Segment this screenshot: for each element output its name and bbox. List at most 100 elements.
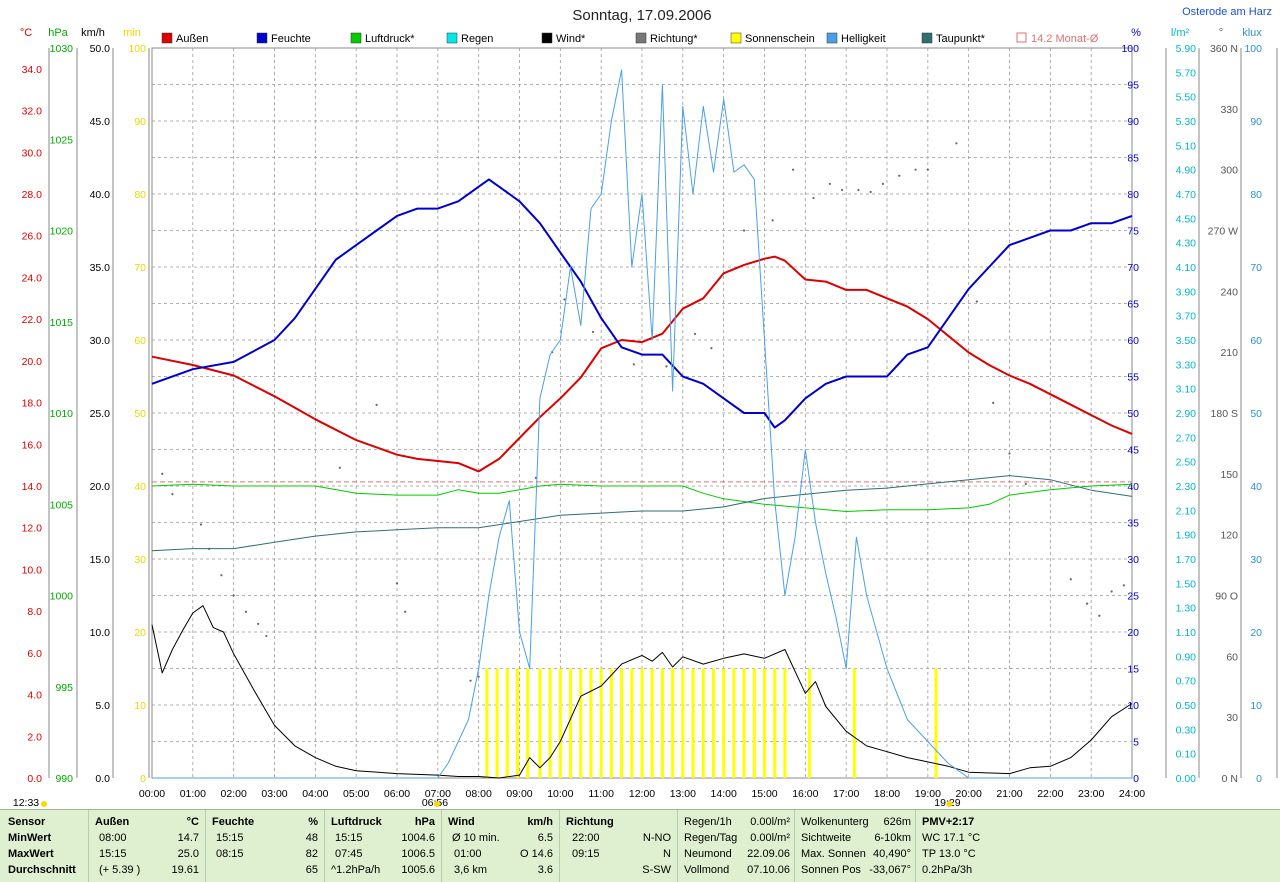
weather-chart: Sonntag, 17.09.2006 Osterode am Harz °C … <box>13 6 1278 809</box>
x-tick-label: 21:00 <box>996 788 1022 800</box>
series-line-feuchte <box>151 178 1133 429</box>
luftdruck-avg-note: ^1.2hPa/h <box>331 864 381 876</box>
axis-tick-label: 45.0 <box>90 116 111 128</box>
axis-tick-label: 40 <box>1127 481 1139 493</box>
direction-dot <box>1110 590 1113 593</box>
direction-dot <box>375 403 378 406</box>
stats-panel: Sensor MinWert MaxWert Durchschnitt Auße… <box>0 809 1280 882</box>
sunshine-bar <box>599 668 603 778</box>
sunshine-bar <box>852 668 856 778</box>
axis-tick-label: 1020 <box>50 226 74 238</box>
axis-tick-label: 20.0 <box>90 481 111 493</box>
axis-tick-label: 35 <box>1127 518 1139 530</box>
axis-tick-label: 5.70 <box>1176 67 1197 79</box>
direction-dot <box>232 594 235 597</box>
sunshine-bar <box>589 668 593 778</box>
legend-swatch <box>1016 32 1027 43</box>
axis-tick-label: 40 <box>1250 481 1262 493</box>
sun-markers: 12:3306:5619:29 <box>13 797 961 809</box>
axis-tick-label: 995 <box>55 682 73 694</box>
axis-tick-label: 0.70 <box>1176 676 1197 688</box>
series-line-luftdruck <box>151 483 1133 512</box>
axis-tick-label: 12.0 <box>22 523 43 535</box>
wind-r2-label: 01:00 <box>454 848 482 860</box>
direction-dot <box>563 298 566 301</box>
axis-tick-label: 0.0 <box>27 773 42 785</box>
x-tick-label: 22:00 <box>1037 788 1063 800</box>
aussen-avg-note: (+ 5.39 ) <box>99 864 141 876</box>
luftdruck-avg-val: 1005.6 <box>401 864 435 876</box>
x-tick-label: 05:00 <box>343 788 369 800</box>
aussen-max-val: 25.0 <box>177 848 199 860</box>
axis-tick-label: 0 <box>1256 773 1262 785</box>
sunshine-bar <box>558 668 562 778</box>
axis-tick-label: 30.0 <box>22 147 43 159</box>
wolken-r0-label: Wolkenunterg <box>801 816 869 828</box>
sunshine-bar <box>485 668 489 778</box>
luftdruck-unit: hPa <box>414 816 435 828</box>
luftdruck-max-time: 07:45 <box>335 848 363 860</box>
axis-tick-label: 5.30 <box>1176 116 1197 128</box>
axis-tick-label: 1010 <box>50 408 74 420</box>
series-layer <box>151 69 1133 779</box>
sunshine-bar <box>526 668 530 778</box>
axis-tick-label: 0.00 <box>1176 773 1197 785</box>
label-sensor: Sensor <box>8 816 46 828</box>
axis-tick-label: 16.0 <box>22 439 43 451</box>
richtung-r1-label: 22:00 <box>572 832 600 844</box>
sunshine-bar <box>660 668 664 778</box>
sunshine-bar <box>579 668 583 778</box>
axis-tick-label: 4.0 <box>27 690 42 702</box>
unit-direction: ° <box>1219 27 1223 39</box>
legend-swatch <box>635 32 647 44</box>
unit-wind: km/h <box>81 27 105 39</box>
axis-tick-label: 1005 <box>50 499 74 511</box>
direction-dot <box>992 401 995 404</box>
axis-tick-label: 2.10 <box>1176 505 1197 517</box>
direction-dot <box>1085 602 1089 605</box>
axis-tick-label: 5 <box>1133 737 1139 749</box>
axis-tick-label: 60 <box>1127 335 1139 347</box>
label-min: MinWert <box>8 832 52 844</box>
direction-dot <box>199 523 203 526</box>
axis-tick-label: 30.0 <box>90 335 111 347</box>
legend-swatch <box>256 32 268 44</box>
sunshine-bar <box>934 668 938 778</box>
axis-tick-label: 50 <box>134 408 146 420</box>
axis-tick-label: 210 <box>1220 347 1238 359</box>
x-tick-label: 04:00 <box>302 788 328 800</box>
richtung-head: Richtung <box>566 816 614 828</box>
direction-dot <box>591 330 595 333</box>
wolken-r3-label: Sonnen Pos <box>801 864 861 876</box>
axis-tick-label: 3.70 <box>1176 311 1197 323</box>
aussen-head: Außen <box>95 816 130 828</box>
direction-dot <box>710 347 713 350</box>
axis-tick-label: 6.0 <box>27 648 42 660</box>
legend-label: Außen <box>176 33 208 45</box>
unit-sun: min <box>123 27 141 39</box>
axis-tick-label: 3.30 <box>1176 359 1197 371</box>
axis-tick-label: 300 <box>1220 165 1238 177</box>
axis-tick-label: 4.30 <box>1176 238 1197 250</box>
regen-r2-val: 22.09.06 <box>747 848 790 860</box>
axis-tick-label: 5.0 <box>95 700 110 712</box>
direction-dot <box>693 332 697 336</box>
direction-dot <box>1069 578 1072 581</box>
sunshine-bar <box>691 668 695 778</box>
sunshine-bar <box>681 668 685 778</box>
sunshine-bar <box>630 668 634 778</box>
sun-marker-dot <box>41 801 47 807</box>
direction-dot <box>220 574 223 577</box>
wolken-r2-val: 40,490° <box>872 848 911 860</box>
sunshine-bar <box>609 668 613 778</box>
axis-tick-label: 4.90 <box>1176 165 1197 177</box>
pmv-r1: WC 17.1 °C <box>922 832 981 844</box>
axis-tick-label: 100 <box>1121 43 1139 55</box>
direction-dot <box>1122 584 1125 587</box>
legend-swatch <box>921 32 933 44</box>
axis-tick-label: 20 <box>1250 627 1262 639</box>
axis-tick-label: 1.70 <box>1176 554 1197 566</box>
axis-tick-label: 50 <box>1250 408 1262 420</box>
direction-dot <box>665 365 668 368</box>
axis-tick-label: 0.50 <box>1176 700 1197 712</box>
